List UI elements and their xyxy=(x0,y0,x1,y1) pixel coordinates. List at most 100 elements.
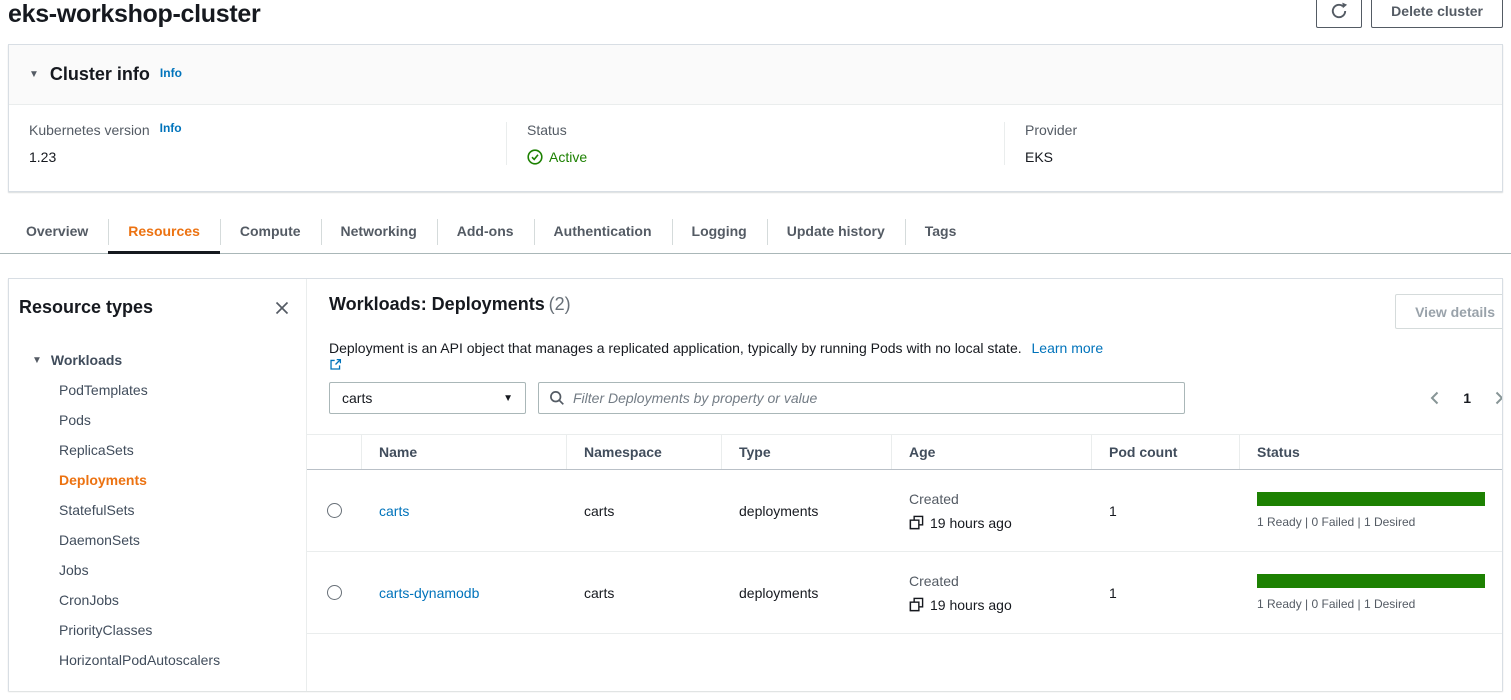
status-cell: 1 Ready | 0 Failed | 1 Desired xyxy=(1239,492,1502,529)
header-type: Type xyxy=(721,435,891,469)
search-box xyxy=(538,382,1185,414)
delete-cluster-button[interactable]: Delete cluster xyxy=(1371,0,1503,28)
pod-count-cell: 1 xyxy=(1109,584,1117,601)
tab-compute[interactable]: Compute xyxy=(219,209,321,254)
field-kubernetes-version: Kubernetes version Info 1.23 xyxy=(9,121,506,165)
cluster-info-header[interactable]: ▼ Cluster info Info xyxy=(9,45,1502,105)
resource-tree: ▼ Workloads PodTemplates Pods ReplicaSet… xyxy=(19,345,292,675)
cluster-info-title: Cluster info xyxy=(49,64,150,84)
description-text: Deployment is an API object that manages… xyxy=(329,340,1022,356)
sidebar-item-replicasets[interactable]: ReplicaSets xyxy=(59,442,134,458)
deployments-title: Workloads: Deployments xyxy=(329,294,545,314)
learn-more-label: Learn more xyxy=(1031,340,1104,356)
namespace-cell: carts xyxy=(584,502,615,519)
age-value: 19 hours ago xyxy=(930,596,1012,613)
filter-dropdown-value: carts xyxy=(342,390,373,406)
provider-value: EKS xyxy=(1025,149,1054,165)
deployment-link[interactable]: carts-dynamodb xyxy=(379,584,480,601)
tab-logging[interactable]: Logging xyxy=(671,209,767,254)
kubernetes-version-info-link[interactable]: Info xyxy=(159,121,182,135)
tab-tags[interactable]: Tags xyxy=(904,209,977,254)
page-title: eks-workshop-cluster xyxy=(8,0,261,28)
cluster-info-info-link[interactable]: Info xyxy=(159,65,182,80)
tab-networking[interactable]: Networking xyxy=(320,209,437,254)
cluster-info-body: Kubernetes version Info 1.23 Status Acti… xyxy=(9,105,1502,191)
sidebar-item-podtemplates[interactable]: PodTemplates xyxy=(59,382,148,398)
kubernetes-version-value: 1.23 xyxy=(29,149,57,165)
refresh-icon xyxy=(1330,2,1348,20)
status-cell: 1 Ready | 0 Failed | 1 Desired xyxy=(1239,574,1502,611)
workloads-caret-icon: ▼ xyxy=(32,354,42,366)
sidebar-item-deployments[interactable]: Deployments xyxy=(59,472,147,488)
resources-panel: Resource types ▼ Workloads PodTemplates … xyxy=(8,278,1503,691)
deployments-table: Name Namespace Type Age Pod count Status… xyxy=(307,434,1502,634)
table-row: carts carts deployments Created 19 hours… xyxy=(307,470,1502,552)
page-number: 1 xyxy=(1463,390,1471,406)
filter-row: carts ▼ 1 xyxy=(329,382,1502,414)
tab-authentication[interactable]: Authentication xyxy=(533,209,672,254)
cluster-info-card: ▼ Cluster info Info Kubernetes version I… xyxy=(8,44,1503,192)
namespace-cell: carts xyxy=(584,584,615,601)
chevron-left-icon xyxy=(1427,390,1443,406)
header-actions: Delete cluster xyxy=(1316,0,1503,28)
tree-group-workloads[interactable]: ▼ Workloads xyxy=(19,345,292,375)
tab-update-history[interactable]: Update history xyxy=(766,209,905,254)
row-radio-button[interactable] xyxy=(326,503,342,518)
page-header: eks-workshop-cluster Delete cluster xyxy=(0,0,1511,32)
sidebar-item-cronjobs[interactable]: CronJobs xyxy=(59,592,119,608)
pod-count-cell: 1 xyxy=(1109,502,1117,519)
tab-resources[interactable]: Resources xyxy=(108,209,220,254)
search-input[interactable] xyxy=(573,390,1174,406)
status-progress-bar xyxy=(1257,574,1485,588)
age-cell: Created 19 hours ago xyxy=(891,491,1091,531)
deployment-link[interactable]: carts xyxy=(379,502,410,519)
header-name: Name xyxy=(361,435,566,469)
sidebar-item-daemonsets[interactable]: DaemonSets xyxy=(59,532,140,548)
pagination: 1 xyxy=(1427,390,1502,406)
deployments-main: Workloads: Deployments (2) View details … xyxy=(307,279,1502,691)
sidebar-item-horizontalpodautoscalers[interactable]: HorizontalPodAutoscalers xyxy=(59,652,221,668)
filter-dropdown[interactable]: carts ▼ xyxy=(329,382,526,414)
age-created-label: Created xyxy=(909,490,959,507)
table-header-row: Name Namespace Type Age Pod count Status xyxy=(307,434,1502,470)
cluster-tabs: Overview Resources Compute Networking Ad… xyxy=(0,209,1511,254)
previous-page-button[interactable] xyxy=(1427,390,1443,406)
deployments-title-wrap: Workloads: Deployments (2) xyxy=(329,294,571,315)
deployments-count: (2) xyxy=(548,294,571,314)
header-select xyxy=(307,443,361,461)
next-page-button[interactable] xyxy=(1491,390,1502,406)
row-radio-button[interactable] xyxy=(326,585,342,600)
age-cell: Created 19 hours ago xyxy=(891,573,1091,613)
age-created-label: Created xyxy=(909,572,959,589)
status-caption: 1 Ready | 0 Failed | 1 Desired xyxy=(1257,597,1416,611)
status-label: Status xyxy=(527,122,567,138)
status-text: Active xyxy=(549,149,588,165)
sidebar-item-jobs[interactable]: Jobs xyxy=(59,562,89,578)
provider-label: Provider xyxy=(1025,122,1078,138)
status-caption: 1 Ready | 0 Failed | 1 Desired xyxy=(1257,515,1416,529)
status-check-icon xyxy=(527,149,543,165)
sidebar-item-statefulsets[interactable]: StatefulSets xyxy=(59,502,135,518)
tab-add-ons[interactable]: Add-ons xyxy=(436,209,534,254)
sidebar-item-priorityclasses[interactable]: PriorityClasses xyxy=(59,622,153,638)
field-provider: Provider EKS xyxy=(1004,122,1502,165)
header-namespace: Namespace xyxy=(566,435,721,469)
refresh-button[interactable] xyxy=(1316,0,1363,28)
copy-icon[interactable] xyxy=(909,515,924,530)
sidebar-item-pods[interactable]: Pods xyxy=(59,412,91,428)
header-age: Age xyxy=(891,435,1091,469)
workloads-group-label: Workloads xyxy=(50,352,123,368)
close-icon xyxy=(274,300,290,316)
external-link-icon xyxy=(329,358,1502,371)
copy-icon[interactable] xyxy=(909,597,924,612)
header-pod-count: Pod count xyxy=(1091,435,1239,469)
field-status: Status Active xyxy=(506,122,1004,165)
type-cell: deployments xyxy=(739,502,819,519)
learn-more-link[interactable]: Learn more xyxy=(329,340,1502,371)
search-icon xyxy=(549,390,565,406)
age-value: 19 hours ago xyxy=(930,514,1012,531)
close-sidebar-button[interactable] xyxy=(272,298,292,318)
view-details-button[interactable]: View details xyxy=(1395,294,1502,329)
chevron-right-icon xyxy=(1491,390,1502,406)
tab-overview[interactable]: Overview xyxy=(26,223,89,239)
